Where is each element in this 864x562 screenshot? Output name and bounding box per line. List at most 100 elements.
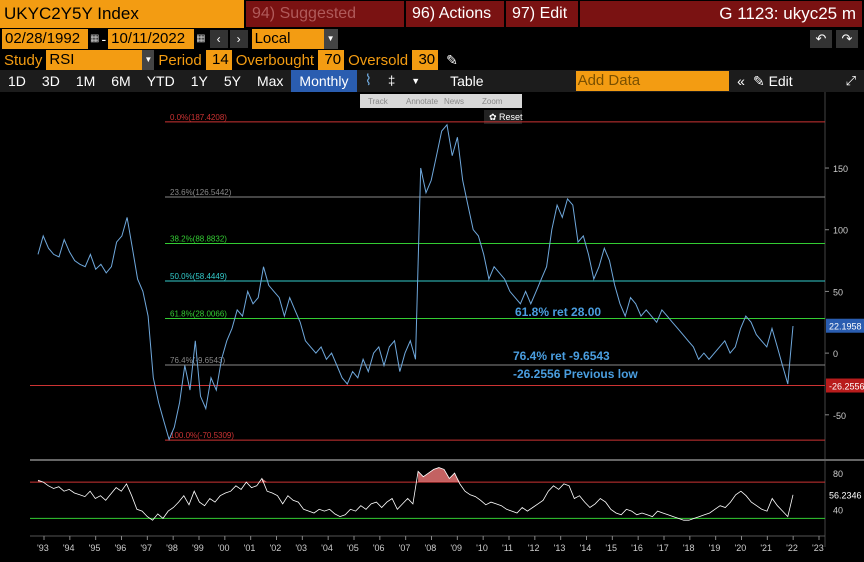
date-row: 02/28/1992 ▦ - 10/11/2022 ▦ ‹ › Local CC…	[0, 28, 864, 67]
rsi-last-bg	[826, 487, 864, 502]
end-date-input[interactable]: 10/11/2022	[108, 29, 195, 49]
mini-news-button[interactable]: News	[444, 97, 464, 106]
annotation-text: 76.4% ret -9.6543	[513, 349, 610, 363]
oversold-input[interactable]: 30	[412, 50, 439, 70]
range-button-ytd[interactable]: YTD	[146, 73, 175, 89]
rsi-y-tick-label: 40	[833, 505, 843, 515]
next-period-button[interactable]: ›	[229, 30, 248, 48]
redo-icon[interactable]: ↷	[836, 30, 858, 48]
period-input[interactable]: 14	[205, 50, 232, 70]
range-button-1m[interactable]: 1M	[75, 73, 96, 89]
y-tick-label: 100	[833, 226, 848, 236]
range-toolbar: 1D 3D 1M 6M YTD 1Y 5Y Max Monthly ▼ ⌇ ‡ ▼ Table…	[0, 70, 864, 111]
fib-label: 76.4%(-9.6543)	[170, 356, 225, 365]
title-bar: UKYC2Y5Y Index 94) Suggested Charts 96) …	[0, 0, 864, 48]
x-tick-label: '23	[812, 543, 824, 553]
previous-low-badge-bg	[826, 378, 864, 393]
x-tick-label: '06	[373, 543, 385, 553]
table-button[interactable]: Table	[450, 73, 484, 89]
last-value-badge-bg	[826, 318, 864, 333]
study-select[interactable]: RSI	[46, 50, 143, 70]
x-tick-label: '16	[631, 543, 643, 553]
range-button-5y[interactable]: 5Y	[223, 73, 241, 89]
edit-chart-button[interactable]: ✎ Edit Chart	[752, 70, 838, 111]
x-tick-label: '98	[166, 543, 178, 553]
overbought-label: Overbought	[235, 51, 315, 69]
range-button-6m[interactable]: 6M	[111, 73, 131, 89]
chevron-down-icon[interactable]: ▼	[323, 29, 338, 49]
date-dash: -	[101, 31, 107, 47]
x-tick-label: '07	[399, 543, 411, 553]
calendar-icon[interactable]: ▦	[90, 33, 100, 44]
study-label: Study	[4, 51, 43, 69]
x-tick-label: '10	[476, 543, 488, 553]
x-tick-label: '21	[760, 543, 772, 553]
line-chart-icon[interactable]: ⌇	[364, 72, 372, 89]
chart-area: Track Annotate News Zoom ✿ Reset -50 0 50 100 150…	[0, 92, 864, 557]
series-line	[37, 123, 794, 441]
frequency-label: Monthly	[299, 73, 349, 89]
add-data-input[interactable]: Add Data	[575, 71, 730, 91]
start-date-input[interactable]: 02/28/1992	[2, 29, 88, 49]
x-tick-label: '00	[218, 543, 230, 553]
candlestick-icon[interactable]: ‡	[387, 73, 396, 88]
annotation-text: 61.8% ret 28.00	[515, 305, 601, 319]
x-tick-label: '18	[683, 543, 695, 553]
currency-select[interactable]: Local CCY	[251, 29, 324, 67]
range-button-1y[interactable]: 1Y	[190, 73, 208, 89]
x-tick-label: '09	[450, 543, 462, 553]
mini-zoom-button[interactable]: Zoom	[482, 97, 503, 106]
y-tick-label: 150	[833, 164, 848, 174]
mini-toolbar-bg	[360, 94, 522, 108]
x-tick-label: '03	[295, 543, 307, 553]
chart-title: G 1123: ukyc25 m	[580, 1, 862, 27]
x-tick-label: '95	[89, 543, 101, 553]
fib-label: 23.6%(126.5442)	[170, 188, 232, 197]
pencil-icon[interactable]: ✎	[446, 51, 458, 68]
mini-track-button[interactable]: Track	[368, 97, 389, 106]
rsi-overbought-fill	[38, 467, 460, 483]
range-button-max[interactable]: Max	[256, 73, 284, 89]
x-tick-label: '20	[735, 543, 747, 553]
calendar-icon[interactable]: ▦	[196, 33, 206, 44]
previous-low-badge: -26.2556	[829, 382, 864, 392]
range-button-3d[interactable]: 3D	[41, 73, 60, 89]
rsi-y-tick-label: 80	[833, 469, 843, 479]
fib-label: 38.2%(88.8832)	[170, 234, 227, 243]
expand-icon[interactable]: ⤢	[845, 73, 856, 88]
x-tick-label: '96	[115, 543, 127, 553]
x-tick-label: '97	[140, 543, 152, 553]
x-tick-label: '22	[786, 543, 798, 553]
last-value-badge: 22.1958	[829, 322, 862, 332]
mini-annotate-button[interactable]: Annotate	[406, 97, 439, 106]
study-row: Study RSI ▼ Period 14 Overbought 70 Over…	[0, 50, 864, 70]
suggested-charts-button[interactable]: 94) Suggested Charts	[246, 1, 404, 48]
reset-button[interactable]: ✿ Reset	[489, 112, 523, 122]
actions-menu[interactable]: 96) Actions ▼	[406, 1, 504, 46]
pencil-icon: ✎	[752, 73, 765, 89]
edit-menu[interactable]: 97) Edit ▼	[506, 1, 578, 46]
x-tick-label: '02	[270, 543, 282, 553]
annotation-text: -26.2556 Previous low	[513, 367, 638, 381]
fib-label: 50.0%(58.4449)	[170, 272, 227, 281]
prev-period-button[interactable]: ‹	[209, 30, 228, 48]
fib-label: 61.8%(28.0066)	[170, 310, 227, 319]
x-tick-label: '13	[554, 543, 566, 553]
x-tick-label: '93	[37, 543, 49, 553]
chart-svg: Track Annotate News Zoom ✿ Reset -50 0 50 100 150…	[30, 92, 864, 553]
undo-icon[interactable]: ↶	[810, 30, 832, 48]
chevron-down-icon[interactable]: ▼	[411, 76, 421, 86]
overbought-input[interactable]: 70	[318, 50, 345, 70]
ticker-field[interactable]: UKYC2Y5Y Index	[0, 0, 244, 28]
edit-label: 97) Edit	[512, 5, 568, 22]
period-label: Period	[158, 51, 202, 69]
mini-toolbar: Track Annotate News Zoom ✿ Reset	[360, 94, 523, 124]
frequency-select[interactable]: Monthly ▼	[291, 70, 357, 110]
oversold-label: Oversold	[348, 51, 409, 69]
range-button-1d[interactable]: 1D	[8, 73, 26, 89]
chevron-down-icon[interactable]: ▼	[142, 50, 155, 70]
y-tick-label: 50	[833, 287, 843, 297]
x-tick-label: '11	[502, 543, 513, 553]
actions-label: 96) Actions	[412, 5, 492, 22]
collapse-icon[interactable]: «	[737, 73, 745, 89]
